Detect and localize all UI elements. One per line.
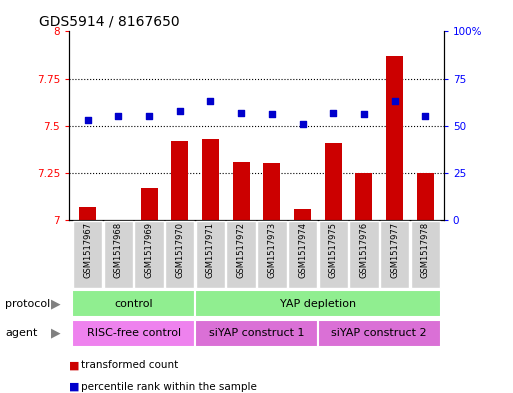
Text: siYAP construct 1: siYAP construct 1 [209, 328, 304, 338]
Text: GSM1517975: GSM1517975 [329, 222, 338, 278]
Text: siYAP construct 2: siYAP construct 2 [331, 328, 427, 338]
Text: RISC-free control: RISC-free control [87, 328, 181, 338]
Point [237, 109, 245, 116]
FancyBboxPatch shape [73, 221, 103, 288]
FancyBboxPatch shape [196, 221, 225, 288]
Bar [79, 207, 96, 220]
Text: GSM1517978: GSM1517978 [421, 222, 430, 278]
Text: GSM1517969: GSM1517969 [145, 222, 153, 278]
Point [390, 98, 399, 105]
FancyBboxPatch shape [72, 290, 195, 317]
Point [84, 117, 92, 123]
FancyBboxPatch shape [226, 221, 256, 288]
Bar [263, 163, 280, 220]
Point [421, 113, 429, 119]
FancyBboxPatch shape [195, 290, 441, 317]
Text: transformed count: transformed count [81, 360, 178, 371]
Text: GSM1517973: GSM1517973 [267, 222, 277, 278]
Text: GDS5914 / 8167650: GDS5914 / 8167650 [40, 15, 180, 29]
Point [360, 111, 368, 118]
FancyBboxPatch shape [257, 221, 287, 288]
Bar [325, 143, 342, 220]
Point [268, 111, 276, 118]
FancyBboxPatch shape [104, 221, 133, 288]
Text: control: control [114, 299, 153, 309]
Bar [171, 141, 188, 220]
Point [114, 113, 123, 119]
Bar [386, 56, 403, 220]
Point [329, 109, 338, 116]
Text: ■: ■ [69, 382, 80, 392]
Text: percentile rank within the sample: percentile rank within the sample [81, 382, 256, 392]
Bar [417, 173, 434, 220]
Bar [356, 173, 372, 220]
Text: YAP depletion: YAP depletion [280, 299, 356, 309]
Point [299, 121, 307, 127]
Point [175, 108, 184, 114]
Text: GSM1517971: GSM1517971 [206, 222, 215, 278]
FancyBboxPatch shape [318, 320, 441, 347]
Text: GSM1517976: GSM1517976 [360, 222, 368, 278]
FancyBboxPatch shape [134, 221, 164, 288]
Text: ■: ■ [69, 360, 80, 371]
Text: protocol: protocol [5, 299, 50, 309]
Point [145, 113, 153, 119]
FancyBboxPatch shape [72, 320, 195, 347]
Text: GSM1517974: GSM1517974 [298, 222, 307, 278]
Text: GSM1517968: GSM1517968 [114, 222, 123, 278]
Text: ▶: ▶ [51, 297, 61, 310]
Bar [294, 209, 311, 220]
Text: GSM1517967: GSM1517967 [83, 222, 92, 278]
Bar [202, 139, 219, 220]
FancyBboxPatch shape [319, 221, 348, 288]
Bar [233, 162, 250, 220]
FancyBboxPatch shape [349, 221, 379, 288]
FancyBboxPatch shape [165, 221, 194, 288]
Bar [141, 188, 157, 220]
Text: GSM1517970: GSM1517970 [175, 222, 184, 278]
FancyBboxPatch shape [195, 320, 318, 347]
Text: GSM1517977: GSM1517977 [390, 222, 399, 278]
FancyBboxPatch shape [288, 221, 317, 288]
FancyBboxPatch shape [410, 221, 440, 288]
Text: ▶: ▶ [51, 327, 61, 340]
Point [206, 98, 214, 105]
FancyBboxPatch shape [380, 221, 409, 288]
Text: GSM1517972: GSM1517972 [236, 222, 246, 278]
Text: agent: agent [5, 328, 37, 338]
